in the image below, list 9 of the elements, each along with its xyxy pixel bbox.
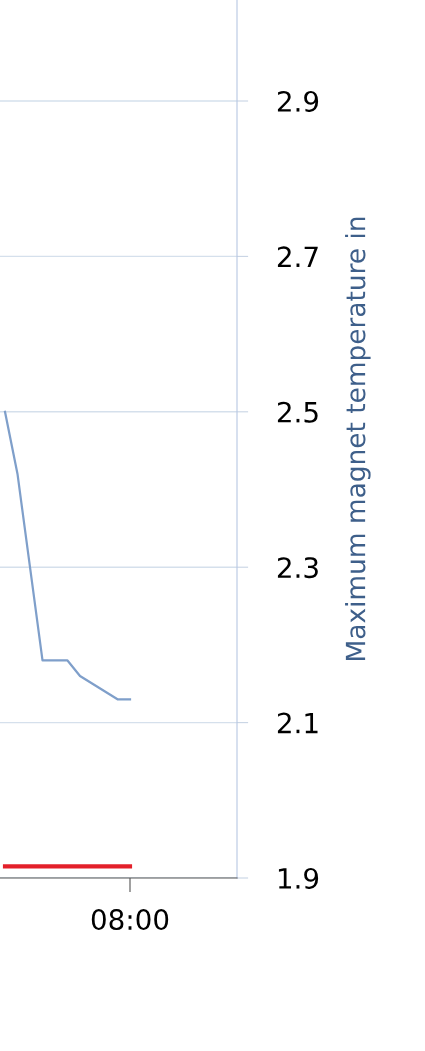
y-tick-label: 2.3 (277, 557, 318, 579)
y-tick-label: 2.7 (277, 246, 318, 267)
y-tick-label: 1.9 (278, 867, 319, 889)
y-tick-label: 2.5 (277, 401, 318, 423)
y-axis-title: Maximum magnet temperature in (345, 217, 371, 660)
y-tick-label: 2.1 (277, 712, 318, 734)
line-series (3, 410, 132, 701)
x-tick-label: 08:00 (91, 909, 169, 931)
y-tick-label: 2.9 (277, 90, 319, 112)
